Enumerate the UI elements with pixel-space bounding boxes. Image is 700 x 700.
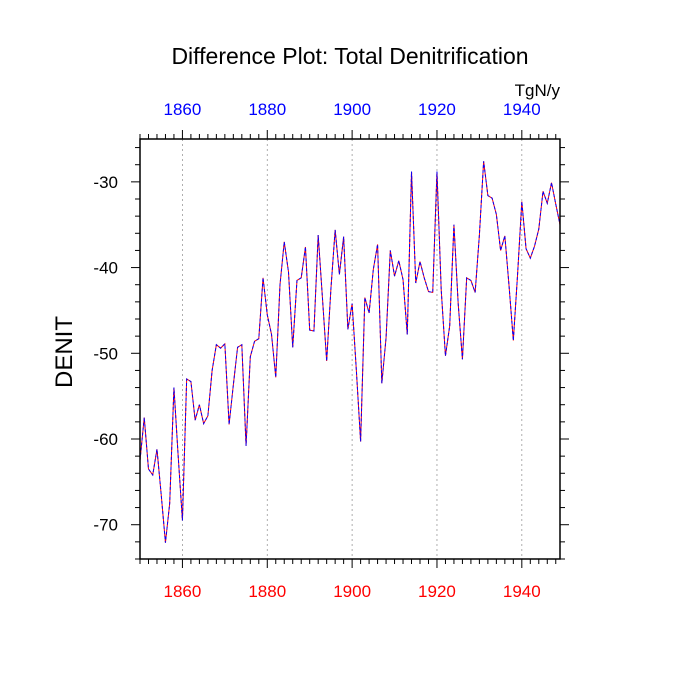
- x-tick-label-bottom-1940: 1940: [503, 582, 541, 601]
- x-tick-label-bottom-1920: 1920: [418, 582, 456, 601]
- x-tick-label-bottom-1900: 1900: [333, 582, 371, 601]
- grid-layer: [182, 139, 523, 559]
- series-layer: [139, 161, 561, 543]
- x-tick-label-top-1920: 1920: [418, 100, 456, 119]
- units-label: TgN/y: [515, 81, 561, 100]
- x-tick-label-top-1860: 1860: [164, 100, 202, 119]
- y-axis-label: DENIT: [51, 316, 78, 388]
- x-tick-label-bottom-1860: 1860: [164, 582, 202, 601]
- y-tick-label--40: -40: [93, 259, 118, 278]
- plot-frame: [139, 138, 561, 560]
- y-tick-label--70: -70: [93, 516, 118, 535]
- y-tick-label--60: -60: [93, 430, 118, 449]
- axes-layer: 1860 1860 1880 1880 1900 1900 1920 1920 1940 1940…: [93, 100, 569, 601]
- y-tick-label--30: -30: [93, 173, 118, 192]
- x-tick-label-top-1880: 1880: [248, 100, 286, 119]
- x-tick-label-top-1900: 1900: [333, 100, 371, 119]
- x-tick-label-top-1940: 1940: [503, 100, 541, 119]
- y-tick-label--50: -50: [93, 344, 118, 363]
- chart-title: Difference Plot: Total Denitrification: [171, 43, 528, 69]
- series-line-blue: [139, 161, 561, 543]
- x-tick-label-bottom-1880: 1880: [248, 582, 286, 601]
